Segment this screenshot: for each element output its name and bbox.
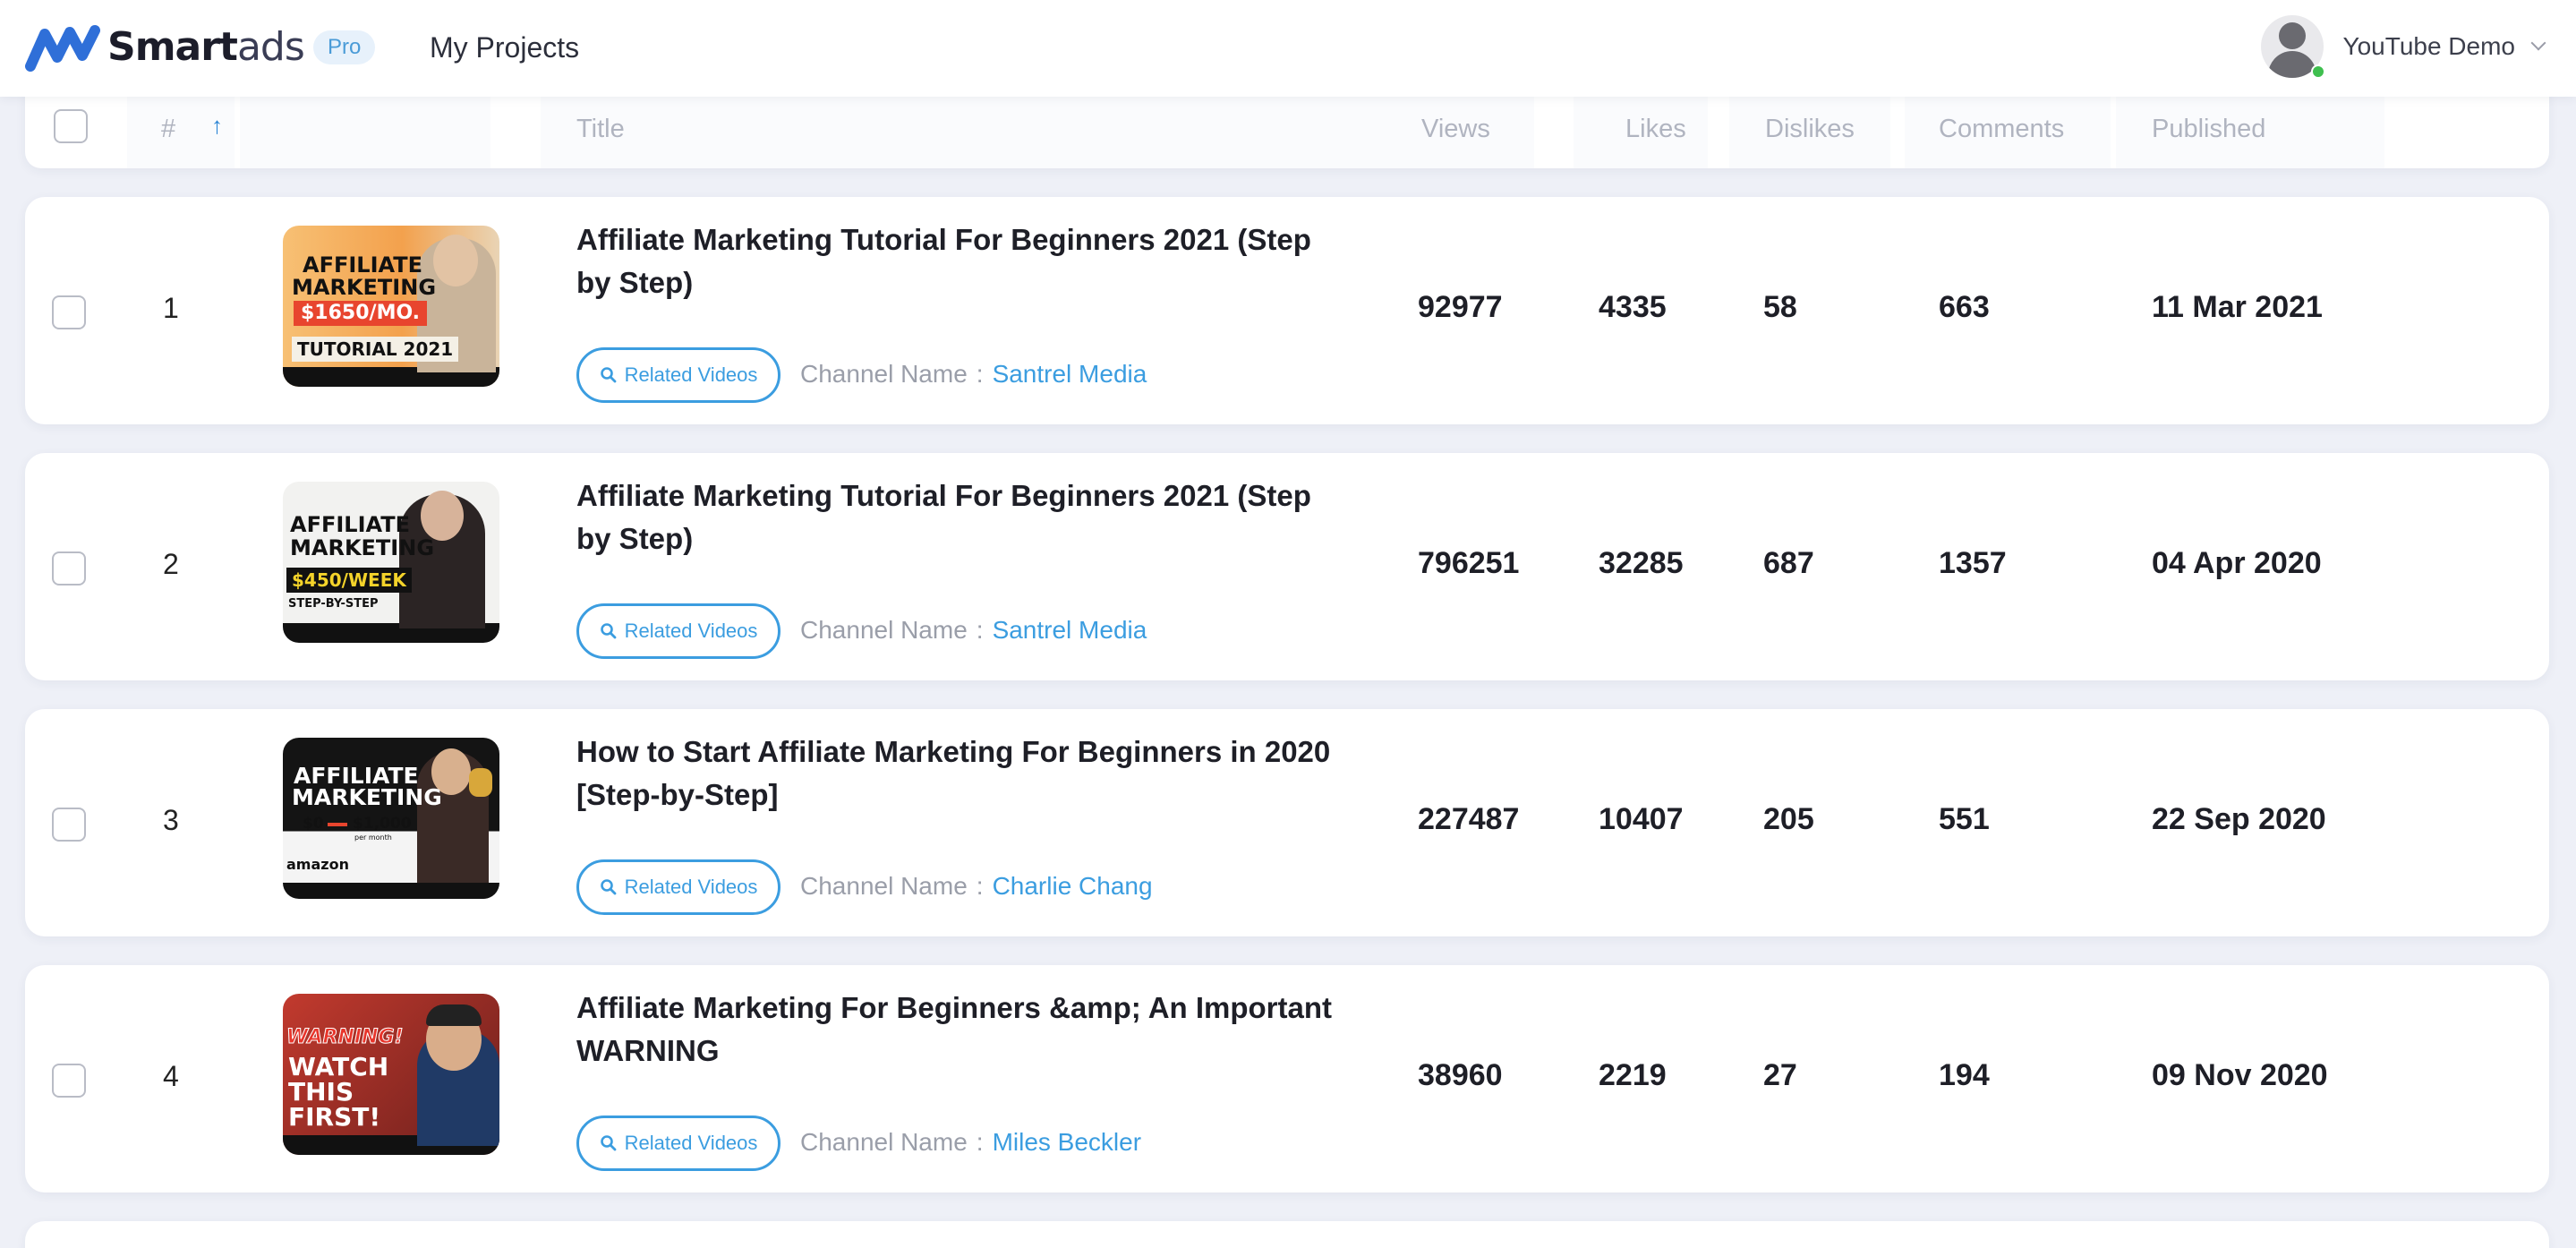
- comments-value: 663: [1939, 290, 1990, 324]
- video-thumbnail[interactable]: WARNING! WATCH THIS FIRST!: [283, 994, 499, 1155]
- published-value: 09 Nov 2020: [2152, 1058, 2328, 1092]
- views-value: 92977: [1418, 290, 1503, 324]
- col-published[interactable]: Published: [2116, 90, 2384, 168]
- row-number: 1: [163, 292, 179, 324]
- search-icon: [600, 623, 616, 639]
- dislikes-value: 58: [1763, 290, 1797, 324]
- col-comments[interactable]: Comments: [1905, 90, 2111, 168]
- pro-badge: Pro: [313, 30, 376, 64]
- dislikes-value: 205: [1763, 802, 1814, 836]
- table-row[interactable]: 2 AFFILIATE MARKETING $450/WEEK STEP-BY-…: [25, 453, 2549, 680]
- row-checkbox[interactable]: [52, 551, 86, 586]
- row-checkbox[interactable]: [52, 808, 86, 842]
- views-value: 796251: [1418, 546, 1520, 580]
- published-value: 22 Sep 2020: [2152, 802, 2326, 836]
- video-title[interactable]: Affiliate Marketing For Beginners &amp; …: [576, 991, 1333, 1067]
- row-checkbox[interactable]: [52, 1064, 86, 1098]
- video-thumbnail[interactable]: AFFILIATE MARKETING $0 $1,000 per month …: [283, 738, 499, 899]
- channel-name-link[interactable]: Miles Beckler: [992, 1128, 1142, 1156]
- brand-name: Smartads: [107, 23, 305, 70]
- top-navbar: Smartads Pro My Projects YouTube Demo: [0, 0, 2576, 97]
- related-videos-label: Related Videos: [624, 876, 758, 898]
- row-number: 2: [163, 548, 179, 580]
- smartads-logo[interactable]: Smartads: [25, 16, 305, 77]
- search-icon: [600, 367, 616, 383]
- table-row[interactable]: [25, 1221, 2549, 1248]
- comments-value: 194: [1939, 1058, 1990, 1092]
- comments-value: 551: [1939, 802, 1990, 836]
- row-checkbox[interactable]: [52, 295, 86, 329]
- table-row[interactable]: 1 AFFILIATE MARKETING $1650/MO. TUTORIAL…: [25, 197, 2549, 424]
- channel-label: Channel Name: [800, 872, 968, 900]
- col-likes[interactable]: Likes: [1574, 90, 1708, 168]
- video-thumbnail[interactable]: AFFILIATE MARKETING $450/WEEK STEP-BY-ST…: [283, 482, 499, 643]
- col-dislikes[interactable]: Dislikes: [1729, 90, 1890, 168]
- channel-name-link[interactable]: Santrel Media: [992, 360, 1147, 388]
- channel-label: Channel Name: [800, 1128, 968, 1156]
- related-videos-button[interactable]: Related Videos: [576, 1116, 780, 1171]
- related-videos-button[interactable]: Related Videos: [576, 603, 780, 659]
- select-all-checkbox[interactable]: [54, 109, 88, 143]
- search-icon: [600, 879, 616, 895]
- table-row[interactable]: 4 WARNING! WATCH THIS FIRST! Affiliate M…: [25, 965, 2549, 1192]
- online-status-icon: [2310, 64, 2325, 79]
- col-title[interactable]: Title: [541, 90, 1391, 168]
- published-value: 11 Mar 2021: [2152, 290, 2323, 324]
- logo-mark-icon: [25, 25, 100, 72]
- related-videos-button[interactable]: Related Videos: [576, 859, 780, 915]
- channel-info: Channel Name: Santrel Media: [800, 616, 1147, 644]
- video-thumbnail[interactable]: AFFILIATE MARKETING $1650/MO. TUTORIAL 2…: [283, 226, 499, 387]
- search-icon: [600, 1135, 616, 1151]
- table-row[interactable]: 3 AFFILIATE MARKETING $0 $1,000 per mont…: [25, 709, 2549, 936]
- user-name: YouTube Demo: [2342, 32, 2516, 60]
- views-value: 227487: [1418, 802, 1520, 836]
- likes-value: 4335: [1599, 290, 1667, 324]
- channel-label: Channel Name: [800, 360, 968, 388]
- likes-value: 32285: [1599, 546, 1684, 580]
- published-value: 04 Apr 2020: [2152, 546, 2322, 580]
- likes-value: 2219: [1599, 1058, 1667, 1092]
- sort-asc-icon[interactable]: ↑: [211, 112, 223, 139]
- comments-value: 1357: [1939, 546, 2007, 580]
- dislikes-value: 27: [1763, 1058, 1797, 1092]
- channel-info: Channel Name: Charlie Chang: [800, 872, 1153, 900]
- dislikes-value: 687: [1763, 546, 1814, 580]
- views-value: 38960: [1418, 1058, 1503, 1092]
- related-videos-label: Related Videos: [624, 620, 758, 642]
- likes-value: 10407: [1599, 802, 1684, 836]
- col-thumb: [240, 90, 490, 168]
- col-index[interactable]: #: [127, 90, 235, 168]
- avatar: [2260, 15, 2324, 78]
- related-videos-label: Related Videos: [624, 1132, 758, 1154]
- channel-info: Channel Name: Miles Beckler: [800, 1128, 1142, 1156]
- channel-name-link[interactable]: Charlie Chang: [992, 872, 1153, 900]
- related-videos-label: Related Videos: [624, 363, 758, 386]
- table-header: # ↑ Title Views Likes Dislikes Comments …: [25, 90, 2549, 168]
- nav-my-projects[interactable]: My Projects: [430, 31, 580, 64]
- row-number: 3: [163, 804, 179, 836]
- row-number: 4: [163, 1060, 179, 1092]
- related-videos-button[interactable]: Related Videos: [576, 347, 780, 403]
- col-views[interactable]: Views: [1382, 90, 1534, 168]
- user-menu[interactable]: YouTube Demo: [2260, 14, 2546, 79]
- channel-info: Channel Name: Santrel Media: [800, 360, 1147, 388]
- video-title[interactable]: How to Start Affiliate Marketing For Beg…: [576, 735, 1331, 811]
- chevron-down-icon: [2530, 35, 2546, 51]
- channel-label: Channel Name: [800, 616, 968, 644]
- video-title[interactable]: Affiliate Marketing Tutorial For Beginne…: [576, 223, 1311, 299]
- channel-name-link[interactable]: Santrel Media: [992, 616, 1147, 644]
- video-title[interactable]: Affiliate Marketing Tutorial For Beginne…: [576, 479, 1311, 555]
